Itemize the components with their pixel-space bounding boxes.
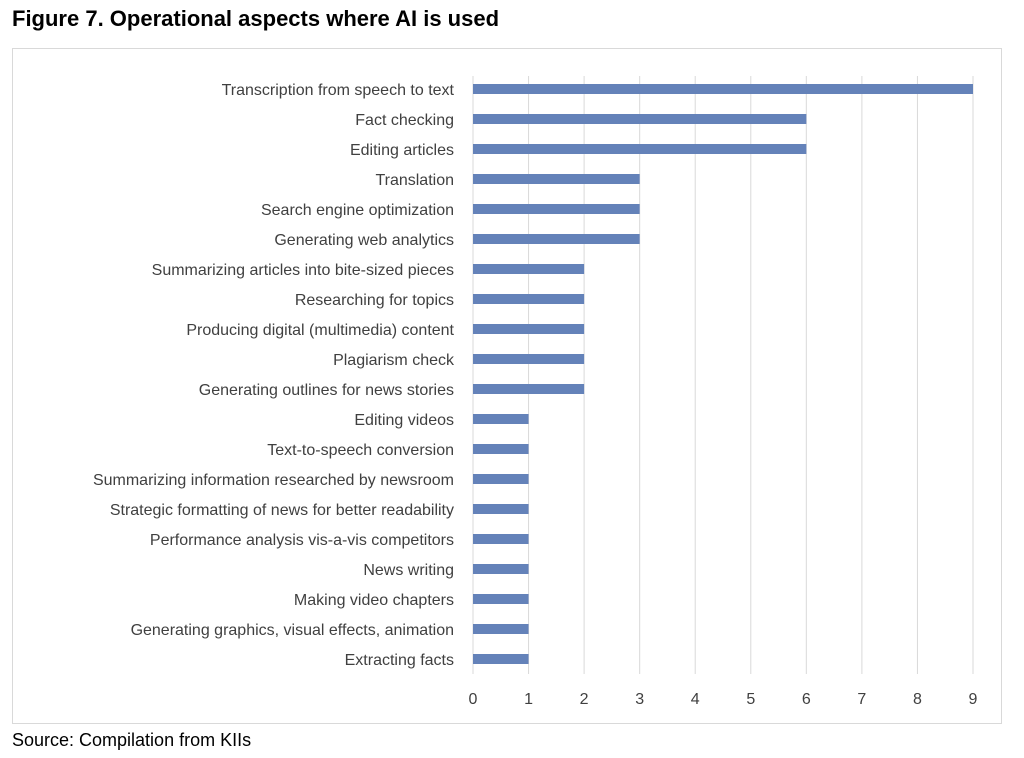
bar <box>473 324 585 334</box>
bar <box>473 174 640 184</box>
x-tick-label: 1 <box>524 691 533 708</box>
category-label: Generating web analytics <box>274 232 454 249</box>
x-tick-label: 3 <box>635 691 644 708</box>
bar <box>473 444 529 454</box>
category-label: Transcription from speech to text <box>222 82 455 99</box>
category-labels: Transcription from speech to text Fact ch… <box>93 82 455 669</box>
category-label: Generating graphics, visual effects, ani… <box>131 622 454 639</box>
bar <box>473 234 640 244</box>
bar <box>473 114 807 124</box>
chart-frame: Transcription from speech to text Fact ch… <box>12 48 1002 724</box>
bar <box>473 144 807 154</box>
category-label: Editing articles <box>350 142 454 159</box>
category-label: Performance analysis vis-a-vis competito… <box>150 532 454 549</box>
category-label: Summarizing articles into bite-sized pie… <box>152 262 454 279</box>
x-tick-label: 4 <box>691 691 700 708</box>
figure-title: Figure 7. Operational aspects where AI i… <box>12 6 500 31</box>
category-label: Extracting facts <box>345 652 454 669</box>
category-label: Making video chapters <box>294 592 454 609</box>
bar <box>473 384 585 394</box>
category-label: Producing digital (multimedia) content <box>186 322 454 339</box>
bar-chart: Transcription from speech to text Fact ch… <box>93 76 978 708</box>
x-tick-label: 7 <box>857 691 866 708</box>
category-label: Generating outlines for news stories <box>199 382 454 399</box>
x-tick-label: 0 <box>469 691 478 708</box>
bars <box>473 84 973 664</box>
bar <box>473 534 529 544</box>
bar <box>473 504 529 514</box>
bar <box>473 594 529 604</box>
bar <box>473 654 529 664</box>
category-label: Search engine optimization <box>261 202 454 219</box>
bar <box>473 84 973 94</box>
source-note: Source: Compilation from KIIs <box>12 730 252 750</box>
x-tick-label: 2 <box>580 691 589 708</box>
category-label: Text-to-speech conversion <box>267 442 454 459</box>
bar <box>473 624 529 634</box>
bar <box>473 564 529 574</box>
category-label: Editing videos <box>354 412 454 429</box>
category-label: Plagiarism check <box>333 352 455 369</box>
category-label: News writing <box>363 562 454 579</box>
x-tick-label: 5 <box>746 691 755 708</box>
x-tick-label: 8 <box>913 691 922 708</box>
bar <box>473 204 640 214</box>
bar <box>473 414 529 424</box>
bar <box>473 264 585 274</box>
bar <box>473 294 585 304</box>
x-tick-label: 6 <box>802 691 811 708</box>
category-label: Translation <box>375 172 454 189</box>
category-label: Strategic formatting of news for better … <box>110 502 454 519</box>
bar <box>473 474 529 484</box>
x-axis-ticks: 0 1 2 3 4 5 6 7 8 9 <box>469 691 978 708</box>
gridlines <box>472 76 974 674</box>
bar <box>473 354 585 364</box>
x-tick-label: 9 <box>969 691 978 708</box>
category-label: Summarizing information researched by ne… <box>93 472 454 489</box>
category-label: Fact checking <box>355 112 454 129</box>
category-label: Researching for topics <box>295 292 454 309</box>
